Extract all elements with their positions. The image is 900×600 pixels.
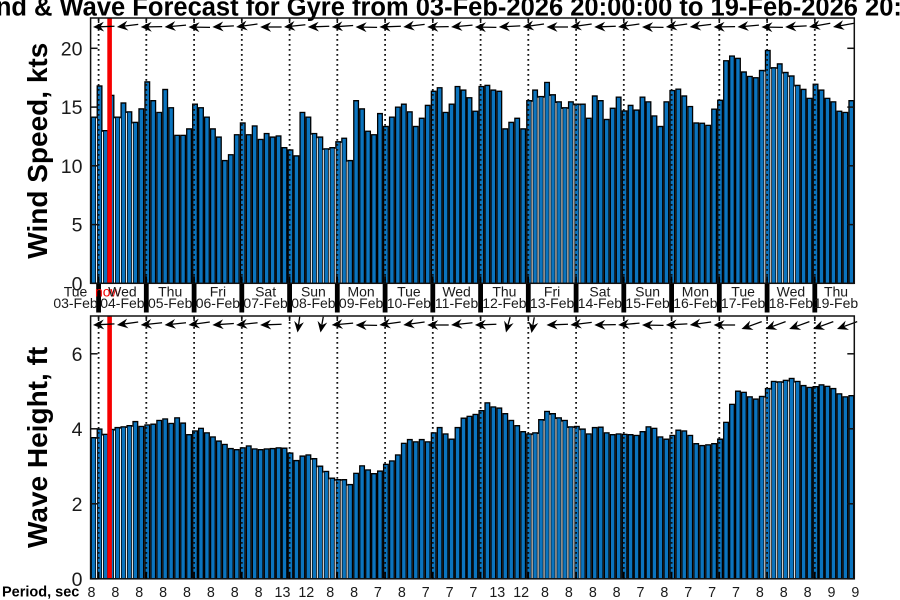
svg-text:Mon: Mon <box>682 284 709 300</box>
svg-text:13: 13 <box>275 585 291 600</box>
svg-text:08-Feb: 08-Feb <box>291 295 336 311</box>
svg-text:10: 10 <box>61 156 83 178</box>
svg-text:9: 9 <box>851 585 859 600</box>
svg-text:15: 15 <box>61 97 83 119</box>
svg-text:13-Feb: 13-Feb <box>530 295 575 311</box>
svg-text:12: 12 <box>513 585 529 600</box>
svg-text:8: 8 <box>398 585 406 600</box>
svg-text:Period, sec: Period, sec <box>2 585 79 600</box>
svg-text:7: 7 <box>708 585 716 600</box>
svg-text:Tue: Tue <box>64 284 88 300</box>
svg-text:7: 7 <box>374 585 382 600</box>
svg-text:15-Feb: 15-Feb <box>625 295 670 311</box>
svg-text:8: 8 <box>111 585 119 600</box>
svg-text:8: 8 <box>804 585 812 600</box>
svg-text:8: 8 <box>326 585 334 600</box>
svg-text:12-Feb: 12-Feb <box>482 295 527 311</box>
svg-text:04-Feb: 04-Feb <box>100 295 145 311</box>
svg-text:11-Feb: 11-Feb <box>435 295 479 311</box>
svg-text:12: 12 <box>298 585 314 600</box>
svg-text:5: 5 <box>72 215 83 237</box>
svg-text:8: 8 <box>135 585 143 600</box>
svg-text:8: 8 <box>183 585 191 600</box>
svg-text:Wave Height, ft: Wave Height, ft <box>22 347 53 548</box>
svg-text:07-Feb: 07-Feb <box>243 295 288 311</box>
svg-text:20: 20 <box>61 38 83 60</box>
svg-text:7: 7 <box>684 585 692 600</box>
svg-text:Wed: Wed <box>777 284 806 300</box>
svg-text:7: 7 <box>422 585 430 600</box>
svg-text:09-Feb: 09-Feb <box>339 295 384 311</box>
svg-text:7: 7 <box>446 585 454 600</box>
svg-text:06-Feb: 06-Feb <box>196 295 241 311</box>
svg-text:Thu: Thu <box>158 284 182 300</box>
svg-text:0: 0 <box>72 273 83 295</box>
svg-text:Fri: Fri <box>210 284 226 300</box>
svg-text:Tue: Tue <box>397 284 421 300</box>
svg-text:8: 8 <box>613 585 621 600</box>
svg-text:Thu: Thu <box>824 284 848 300</box>
svg-text:14-Feb: 14-Feb <box>578 295 623 311</box>
svg-text:Tue: Tue <box>731 284 755 300</box>
svg-text:7: 7 <box>469 585 477 600</box>
svg-text:0: 0 <box>72 569 83 591</box>
svg-text:8: 8 <box>541 585 549 600</box>
svg-text:Thu: Thu <box>492 284 516 300</box>
svg-text:Sun: Sun <box>635 284 660 300</box>
svg-text:Mon: Mon <box>347 284 374 300</box>
svg-text:10-Feb: 10-Feb <box>387 295 432 311</box>
svg-text:8: 8 <box>255 585 263 600</box>
svg-text:8: 8 <box>207 585 215 600</box>
svg-text:8: 8 <box>350 585 358 600</box>
svg-text:8: 8 <box>660 585 668 600</box>
svg-text:Wed: Wed <box>108 284 137 300</box>
svg-text:9: 9 <box>828 585 836 600</box>
svg-text:now: now <box>95 284 122 300</box>
svg-text:8: 8 <box>780 585 788 600</box>
svg-text:13: 13 <box>489 585 505 600</box>
svg-text:8: 8 <box>88 585 96 600</box>
svg-text:05-Feb: 05-Feb <box>148 295 193 311</box>
svg-text:8: 8 <box>159 585 167 600</box>
svg-text:2: 2 <box>72 494 83 516</box>
svg-text:17-Feb: 17-Feb <box>721 295 766 311</box>
svg-text:18-Feb: 18-Feb <box>769 295 814 311</box>
svg-text:Sat: Sat <box>255 284 276 300</box>
svg-text:4: 4 <box>72 419 83 441</box>
svg-text:8: 8 <box>756 585 764 600</box>
svg-text:8: 8 <box>565 585 573 600</box>
svg-text:Fri: Fri <box>544 284 560 300</box>
svg-text:Wed: Wed <box>442 284 471 300</box>
svg-text:Sat: Sat <box>589 284 610 300</box>
svg-text:7: 7 <box>637 585 645 600</box>
svg-text:8: 8 <box>589 585 597 600</box>
svg-text:16-Feb: 16-Feb <box>673 295 718 311</box>
svg-text:Wind & Wave Forecast for Gyre: Wind & Wave Forecast for Gyre from 03-Fe… <box>0 0 900 22</box>
svg-text:Sun: Sun <box>301 284 326 300</box>
svg-text:19-Feb: 19-Feb <box>814 295 859 311</box>
svg-text:6: 6 <box>72 344 83 366</box>
svg-text:Wind Speed, kts: Wind Speed, kts <box>22 43 53 259</box>
svg-text:8: 8 <box>231 585 239 600</box>
svg-text:03-Feb: 03-Feb <box>53 295 98 311</box>
svg-text:7: 7 <box>732 585 740 600</box>
